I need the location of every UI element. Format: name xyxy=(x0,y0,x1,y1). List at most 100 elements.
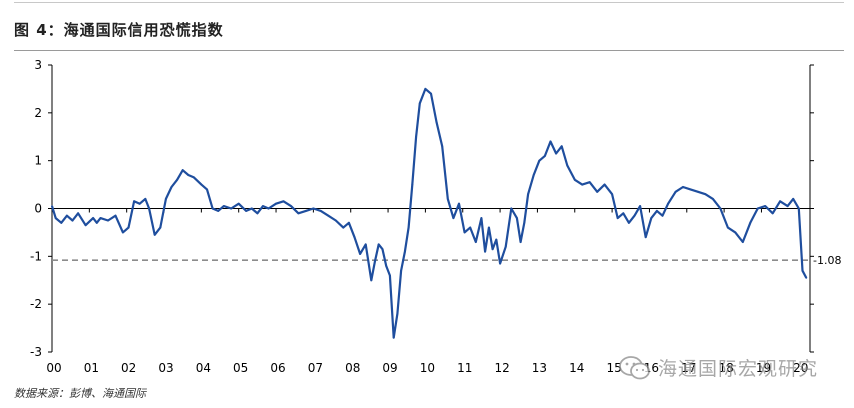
watermark: 海通国际宏观研究 xyxy=(618,354,818,381)
series-point xyxy=(193,176,195,179)
series-point xyxy=(237,202,240,205)
x-tick-label: 08 xyxy=(345,361,360,375)
x-tick-label: 09 xyxy=(382,361,397,375)
figure-header: 图 4：海通国际信用恐慌指数 xyxy=(0,0,854,52)
series-point xyxy=(334,219,337,222)
series-point xyxy=(463,231,466,234)
series-point xyxy=(797,207,800,210)
series-point xyxy=(77,212,79,215)
series-line xyxy=(50,87,808,339)
x-tick-label: 13 xyxy=(532,361,547,375)
series-point xyxy=(661,214,664,217)
series-point xyxy=(596,190,599,193)
series-point xyxy=(628,221,630,224)
series-point xyxy=(527,193,529,196)
x-tick-label: 05 xyxy=(233,361,248,375)
y-tick-label: -3 xyxy=(30,345,42,359)
series-point xyxy=(400,269,402,272)
series-point xyxy=(792,198,795,200)
series-point xyxy=(523,221,526,224)
series-point xyxy=(689,188,692,191)
reference-line-label: -1.08 xyxy=(813,254,841,267)
series-point xyxy=(749,221,752,224)
series-point xyxy=(282,200,285,203)
series-point xyxy=(573,178,576,181)
series-point xyxy=(441,145,444,148)
series-point xyxy=(495,238,498,241)
series-point xyxy=(756,207,759,210)
series-point xyxy=(622,212,625,215)
series-point xyxy=(99,217,102,220)
series-point xyxy=(411,183,414,186)
series-point xyxy=(555,152,557,155)
series-point xyxy=(639,205,641,208)
series-point xyxy=(392,336,395,339)
series-point xyxy=(549,140,552,143)
series-point xyxy=(200,183,203,186)
x-tick-label: 04 xyxy=(196,361,211,375)
series-point xyxy=(566,164,569,167)
wechat-icon xyxy=(619,355,650,379)
series-point xyxy=(771,212,774,215)
y-tick-label: 1 xyxy=(34,154,42,168)
series-point xyxy=(370,279,373,282)
series-point xyxy=(327,214,330,217)
series-point xyxy=(504,245,507,248)
y-tick-label: 3 xyxy=(34,58,42,72)
header-bottom-rule xyxy=(14,50,844,51)
series-point xyxy=(734,231,737,234)
series-point xyxy=(674,190,677,193)
series-point xyxy=(359,253,361,255)
series-point xyxy=(267,207,270,210)
series-point xyxy=(364,243,367,246)
series-point xyxy=(704,193,707,196)
series-point xyxy=(312,207,315,210)
series-point xyxy=(469,226,472,229)
source-note: 数据来源：彭博、海通国际 xyxy=(14,387,146,400)
series-point xyxy=(786,205,789,208)
series-point xyxy=(719,207,722,210)
x-tick-label: 12 xyxy=(494,361,509,375)
series-point xyxy=(430,92,432,95)
series-point xyxy=(206,188,208,191)
series-point xyxy=(446,198,449,200)
series-point xyxy=(165,198,167,200)
series-point xyxy=(616,217,619,220)
series-point xyxy=(148,207,151,210)
series-point xyxy=(581,183,584,186)
series-point xyxy=(741,241,744,243)
x-tick-label: 18 xyxy=(718,361,733,375)
series-point xyxy=(407,226,410,229)
series-point xyxy=(588,181,591,184)
series-point xyxy=(697,190,699,193)
series-point xyxy=(348,221,350,224)
x-tick-label: 15 xyxy=(606,361,621,375)
series-point xyxy=(133,200,136,203)
series-point xyxy=(389,274,391,277)
x-tick-label: 20 xyxy=(793,361,808,375)
y-tick-label: 0 xyxy=(34,202,42,216)
series-point xyxy=(682,186,684,188)
series-point xyxy=(170,186,173,188)
series-point xyxy=(290,205,292,208)
series-point xyxy=(176,178,179,181)
series-point xyxy=(342,226,345,229)
series-point xyxy=(516,217,518,220)
series-point xyxy=(66,214,68,217)
series-point xyxy=(435,121,438,124)
series-point xyxy=(499,262,501,265)
series-point xyxy=(217,210,220,212)
series-point xyxy=(779,200,781,203)
series-point xyxy=(297,212,300,215)
series-point xyxy=(544,155,546,157)
series-point xyxy=(424,88,427,90)
x-tick-label: 17 xyxy=(681,361,696,375)
x-tick-label: 02 xyxy=(121,361,136,375)
series-point xyxy=(138,202,141,205)
series-point xyxy=(250,207,253,210)
series-point xyxy=(275,202,277,205)
series-point xyxy=(801,269,804,272)
header-top-rule xyxy=(14,2,844,3)
series-point xyxy=(650,217,653,220)
